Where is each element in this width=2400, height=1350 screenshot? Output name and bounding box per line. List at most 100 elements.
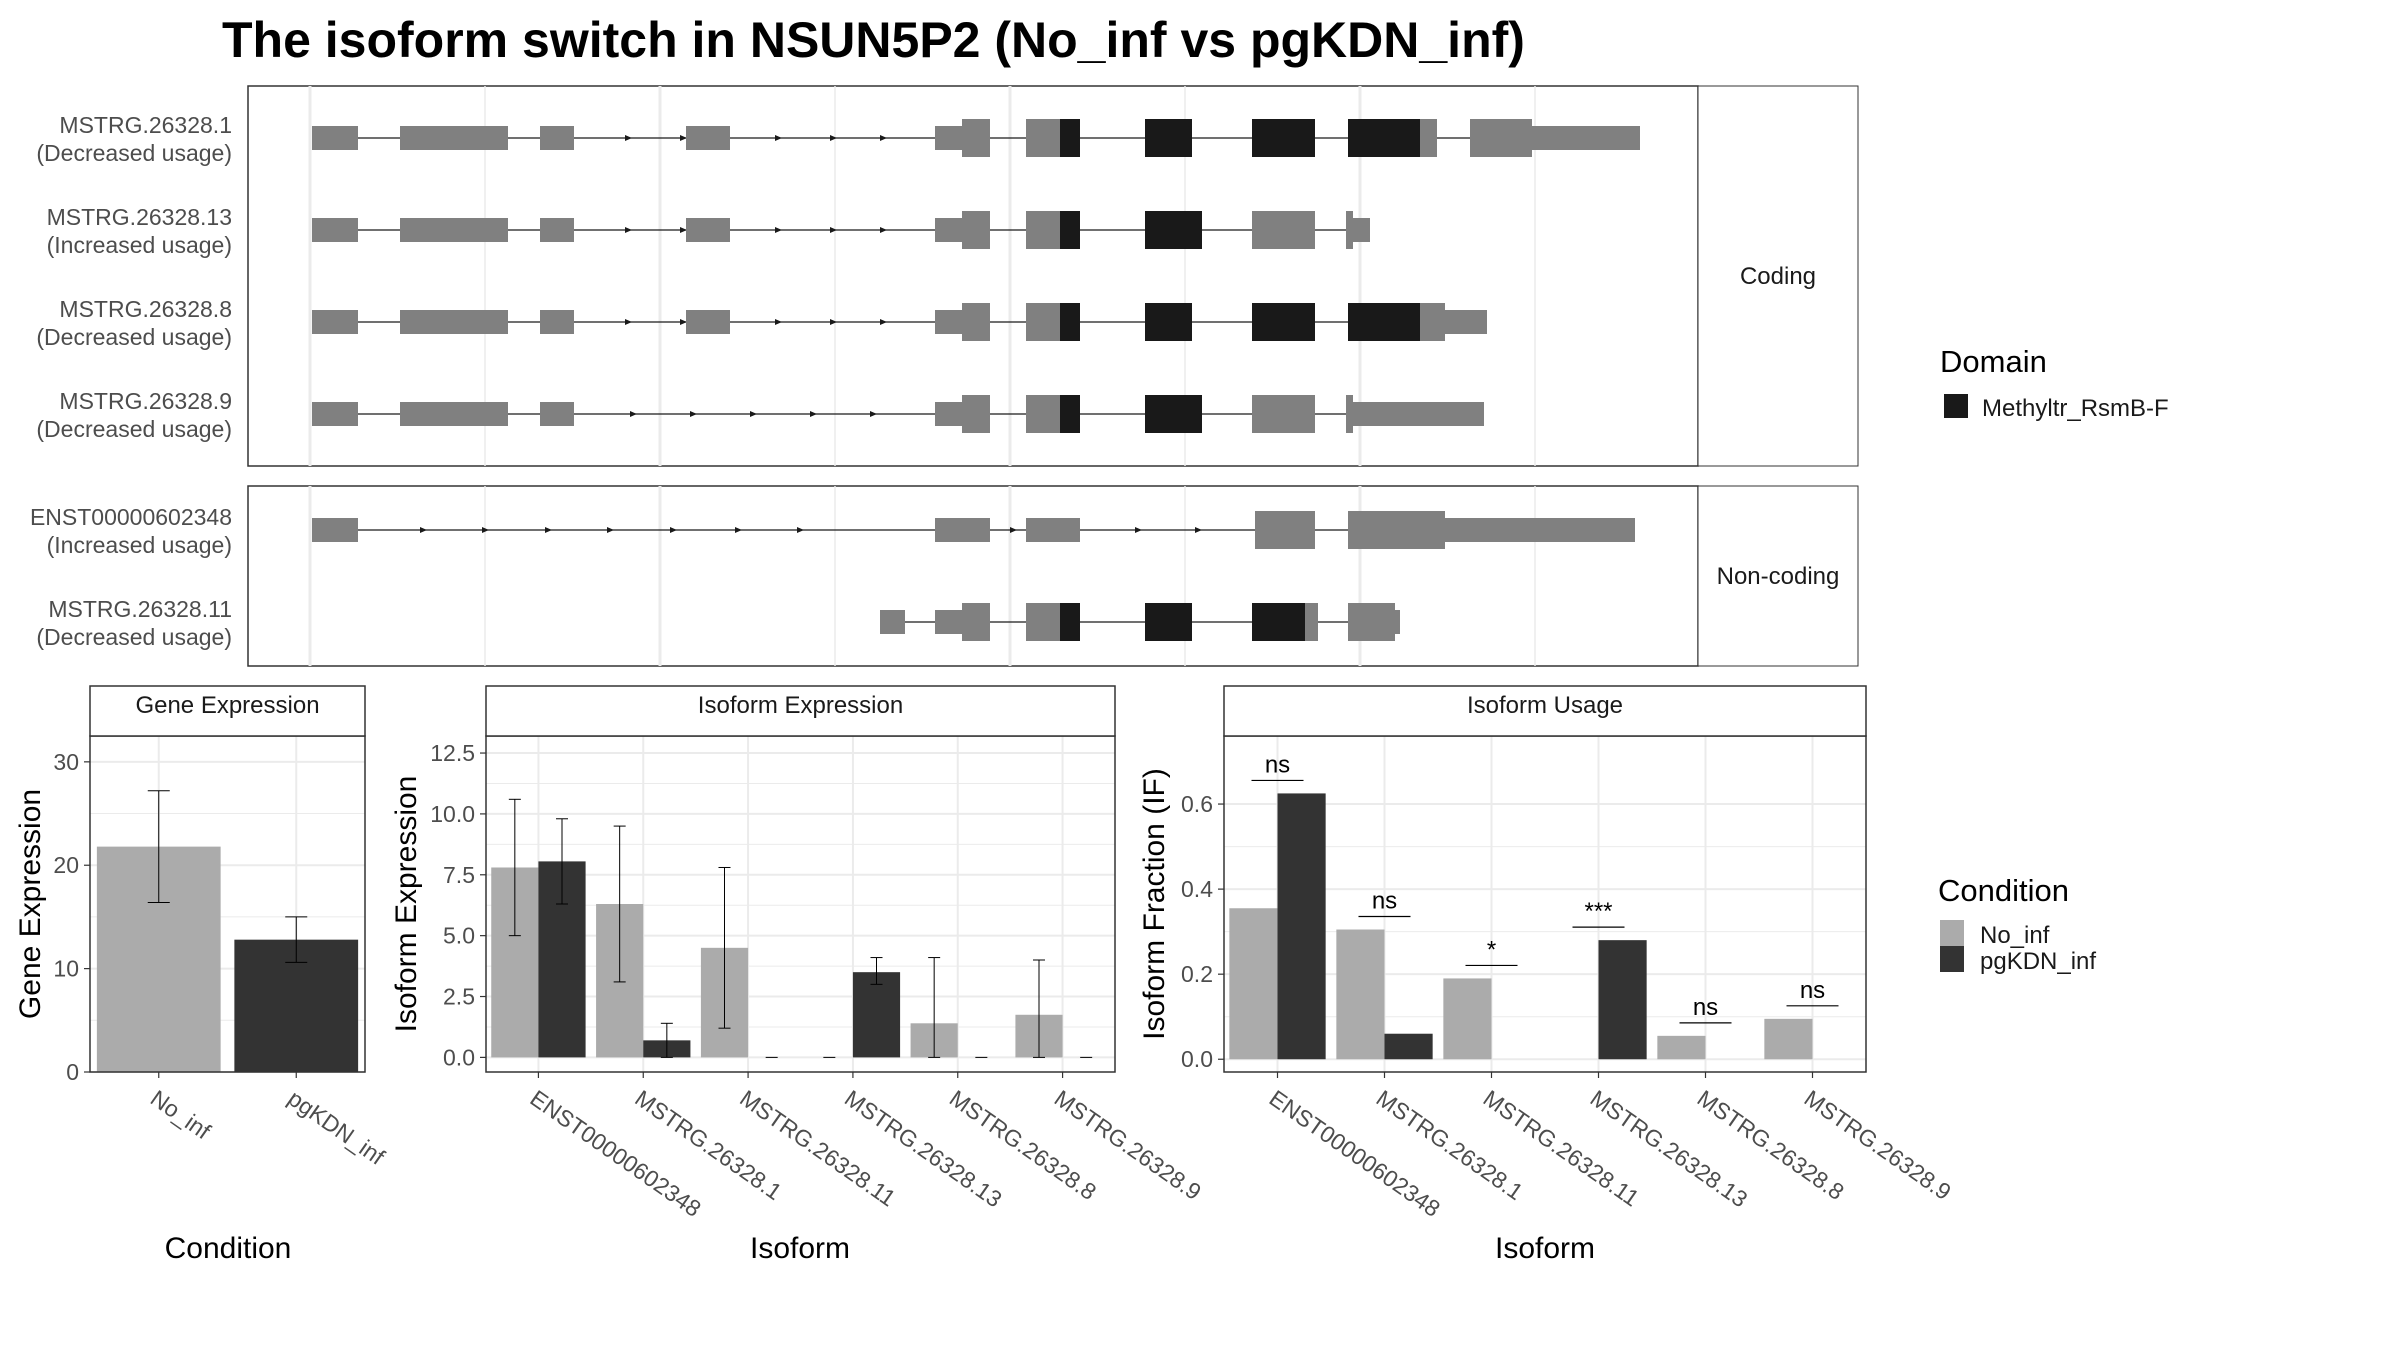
- bar: [1336, 929, 1385, 1060]
- exon: [935, 126, 962, 150]
- condition-legend-item: pgKDN_inf: [1980, 948, 2096, 975]
- exon: [312, 126, 358, 150]
- panel-strip-title: Isoform Usage: [1467, 692, 1623, 719]
- intron-direction-arrow: [830, 227, 837, 233]
- exon: [1346, 211, 1353, 249]
- structure-panel-coding: Coding: [247, 85, 1859, 467]
- x-axis-title: Isoform: [1495, 1232, 1595, 1265]
- x-axis-title: Isoform: [750, 1232, 850, 1265]
- exon: [540, 310, 574, 334]
- domain-legend: Domain Methyltr_RsmB-F: [1940, 344, 2169, 422]
- intron-direction-arrow: [775, 227, 782, 233]
- intron-direction-arrow: [420, 527, 427, 533]
- x-axis-title: Condition: [165, 1232, 292, 1265]
- exon: [935, 402, 962, 426]
- exon: [935, 610, 962, 634]
- bar-chart-panels: Gene Expression 0 10 20 30 No_inf pgKDN_inf Gen…: [14, 685, 1956, 1265]
- x-tick-label: ENST00000602348: [1265, 1085, 1445, 1222]
- intron-direction-arrow: [880, 319, 887, 325]
- strip-noncoding-label: Non-coding: [1717, 563, 1840, 590]
- transcript-row: [312, 211, 1370, 249]
- x-tick-label: pgKDN_inf: [283, 1085, 390, 1170]
- strip-coding-label: Coding: [1740, 263, 1816, 290]
- structure-panel-noncoding: Non-coding: [247, 485, 1859, 667]
- intron-direction-arrow: [482, 527, 489, 533]
- intron-direction-arrow: [880, 135, 887, 141]
- transcript-row: [312, 511, 1635, 549]
- transcript-row: [880, 603, 1400, 641]
- x-tick-label: ENST00000602348: [526, 1085, 706, 1222]
- bar: [1384, 1033, 1433, 1060]
- exon: [962, 395, 990, 433]
- exon: [1026, 395, 1060, 433]
- exon: [686, 218, 730, 242]
- exon: [935, 518, 990, 542]
- domain-exon: [1060, 603, 1080, 641]
- intron-direction-arrow: [625, 227, 632, 233]
- row-label-usage: (Decreased usage): [36, 140, 232, 166]
- exon: [1348, 511, 1445, 549]
- y-tick-label: 5.0: [443, 923, 475, 949]
- y-tick-label: 0.0: [1181, 1046, 1213, 1072]
- exon: [1395, 610, 1400, 634]
- significance-label: ns: [1265, 751, 1290, 778]
- exon: [1305, 603, 1318, 641]
- domain-exon: [1252, 119, 1315, 157]
- panel-strip: [89, 685, 366, 737]
- exon: [312, 218, 358, 242]
- domain-legend-key: [1944, 394, 1968, 418]
- row-label-name: MSTRG.26328.13: [47, 204, 232, 230]
- exon: [312, 310, 358, 334]
- domain-exon: [1060, 395, 1080, 433]
- significance-label: ns: [1800, 977, 1825, 1004]
- domain-exon: [1348, 119, 1420, 157]
- bar: [1657, 1035, 1706, 1060]
- exon: [962, 603, 990, 641]
- domain-exon: [1145, 119, 1192, 157]
- intron-direction-arrow: [830, 319, 837, 325]
- y-axis-title: Gene Expression: [14, 789, 47, 1019]
- y-tick-label: 12.5: [430, 740, 475, 766]
- bar: [852, 972, 901, 1058]
- panel-strip: [485, 685, 1116, 737]
- intron-direction-arrow: [1010, 527, 1017, 533]
- y-tick-label: 0.0: [443, 1044, 475, 1070]
- y-axis-title: Isoform Expression: [390, 776, 423, 1033]
- exon: [935, 218, 962, 242]
- exon: [1445, 518, 1635, 542]
- intron-direction-arrow: [735, 527, 742, 533]
- significance-label: ns: [1372, 888, 1397, 915]
- y-tick-label: 7.5: [443, 862, 475, 888]
- bar: [1443, 978, 1492, 1060]
- intron-direction-arrow: [690, 411, 697, 417]
- y-tick-label: 20: [53, 852, 79, 878]
- intron-direction-arrow: [625, 319, 632, 325]
- condition-legend-item: No_inf: [1980, 922, 2050, 949]
- exon: [540, 402, 574, 426]
- exon: [1353, 218, 1370, 242]
- exon: [686, 126, 730, 150]
- domain-exon: [1145, 395, 1202, 433]
- intron-direction-arrow: [670, 527, 677, 533]
- exon: [540, 218, 574, 242]
- domain-exon: [1252, 303, 1315, 341]
- y-tick-label: 0.2: [1181, 961, 1213, 987]
- row-label-usage: (Decreased usage): [36, 416, 232, 442]
- intron-direction-arrow: [750, 411, 757, 417]
- exon: [400, 218, 508, 242]
- row-label-usage: (Decreased usage): [36, 324, 232, 350]
- domain-exon: [1145, 211, 1202, 249]
- isoform-row-labels: MSTRG.26328.1 (Decreased usage) MSTRG.26…: [30, 112, 232, 650]
- domain-exon: [1145, 303, 1192, 341]
- condition-legend: Condition No_inf pgKDN_inf: [1938, 873, 2096, 975]
- intron-direction-arrow: [775, 319, 782, 325]
- domain-exon: [1252, 603, 1305, 641]
- figure-title: The isoform switch in NSUN5P2 (No_inf vs…: [222, 12, 1525, 68]
- coding-transcripts: [312, 119, 1640, 433]
- intron-direction-arrow: [880, 227, 887, 233]
- intron-direction-arrow: [1195, 527, 1202, 533]
- y-tick-label: 2.5: [443, 984, 475, 1010]
- exon: [1026, 603, 1060, 641]
- strip-noncoding: [1697, 485, 1859, 667]
- transcript-row: [312, 119, 1640, 157]
